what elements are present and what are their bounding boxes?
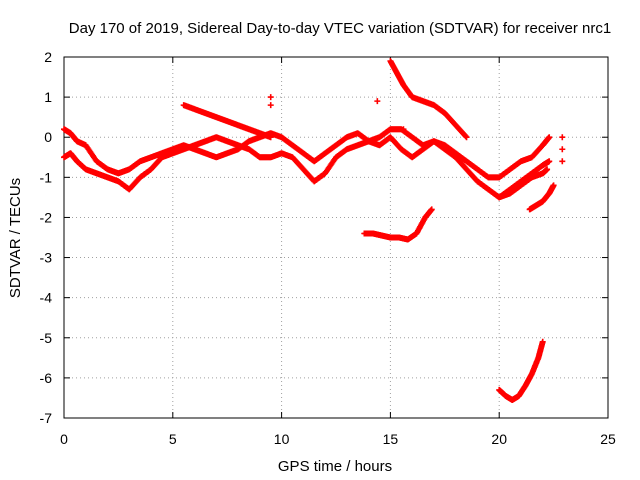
grid-layer	[64, 57, 608, 418]
chart-title: Day 170 of 2019, Sidereal Day-to-day VTE…	[69, 20, 611, 37]
x-tick-label: 0	[60, 431, 68, 447]
data-point	[544, 166, 551, 173]
y-tick-label: -4	[40, 290, 53, 306]
y-axis-label: SDTVAR / TECUs	[7, 178, 24, 298]
data-point	[546, 134, 553, 141]
y-tick-label: -3	[40, 250, 53, 266]
data-point	[267, 134, 274, 141]
data-point	[559, 146, 566, 153]
y-tick-label: 0	[44, 129, 52, 145]
series-outliers	[267, 94, 566, 165]
data-point	[462, 133, 469, 140]
x-tick-label: 10	[274, 431, 290, 447]
series-peak-arc	[387, 58, 470, 141]
x-axis-label: GPS time / hours	[278, 458, 392, 475]
series-upper-arc	[180, 102, 274, 141]
series-mid-dip	[361, 206, 435, 243]
series-deep-dip	[496, 338, 546, 403]
y-tick-label: -5	[40, 330, 53, 346]
data-point	[400, 126, 407, 133]
x-tick-label: 25	[600, 431, 616, 447]
y-tick-label: -6	[40, 370, 53, 386]
y-tick-label: 1	[44, 89, 52, 105]
plot-frame	[63, 56, 609, 419]
x-tick-label: 15	[383, 431, 399, 447]
data-point	[428, 206, 435, 213]
data-point	[267, 102, 274, 109]
data-point	[374, 98, 381, 105]
points-layer	[61, 58, 566, 403]
x-tick-label: 20	[491, 431, 507, 447]
y-tick-label: -1	[40, 169, 53, 185]
series-lower-right-1	[496, 158, 553, 201]
data-point	[463, 134, 470, 141]
data-point	[559, 134, 566, 141]
y-tick-label: -2	[40, 209, 53, 225]
y-tick-label: 2	[44, 49, 52, 65]
data-point	[546, 158, 553, 165]
x-tick-label: 5	[169, 431, 177, 447]
data-point	[539, 338, 546, 345]
data-point	[559, 158, 566, 165]
data-point	[267, 94, 274, 101]
tick-layer: 0 5 10 15 20 25 -7 -6 -5 -4 -3 -2 -1 0 1 2	[40, 49, 616, 447]
y-tick-label: -7	[40, 410, 53, 426]
series-lower-right-2	[526, 182, 557, 213]
data-point	[550, 182, 557, 189]
